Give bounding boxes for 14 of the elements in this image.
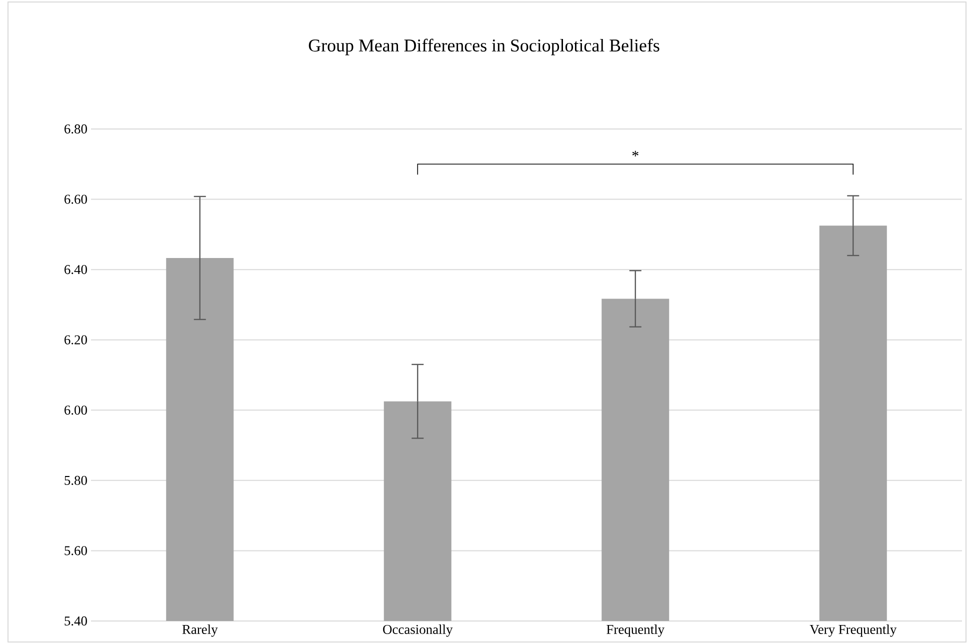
x-tick-label: Rarely [182, 624, 218, 637]
x-tick-label: Occasionally [383, 624, 453, 637]
y-tick-label: 5.40 [64, 616, 87, 626]
x-tick-label: Very Frequently [810, 624, 897, 637]
y-tick-label: 6.80 [64, 124, 87, 134]
y-tick-label: 6.20 [64, 335, 87, 344]
x-tick-label: Frequently [606, 624, 664, 637]
chart-title: Group Mean Differences in Socioplotical Beliefs [308, 38, 660, 56]
annotation: * [632, 150, 638, 156]
y-tick-label: 6.60 [64, 194, 87, 204]
y-tick-label: 5.80 [64, 476, 87, 485]
y-tick-label: 6.00 [64, 406, 87, 415]
y-tick-label: 5.60 [64, 546, 87, 556]
y-tick-label: 6.40 [64, 264, 87, 274]
